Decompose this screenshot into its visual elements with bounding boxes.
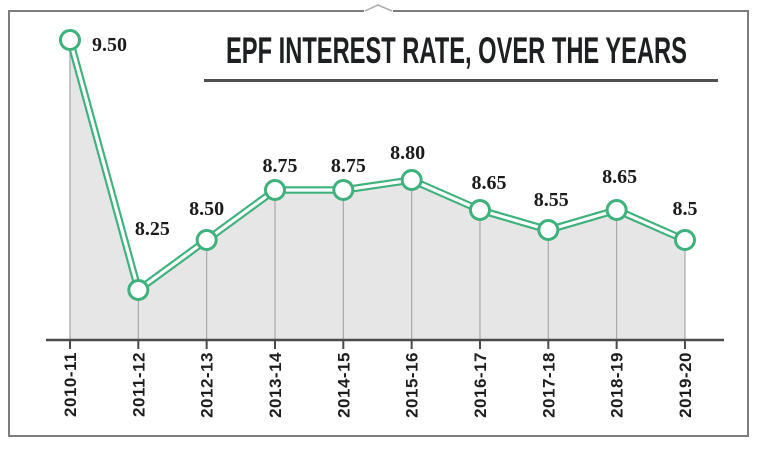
data-point-marker	[537, 219, 560, 241]
x-axis-label: 2014-15	[334, 352, 353, 418]
value-label: 8.5	[672, 198, 697, 220]
data-point-marker	[59, 29, 81, 51]
value-label: 8.25	[135, 218, 170, 240]
x-axis-label: 2016-17	[471, 352, 490, 418]
value-label: 8.55	[534, 189, 569, 211]
value-label: 8.65	[602, 166, 637, 188]
value-label: 8.80	[390, 142, 425, 164]
x-axis-label: 2018-19	[608, 352, 627, 418]
x-axis-label: 2012-13	[198, 352, 217, 418]
border-notch-caret	[364, 4, 393, 12]
border-notch	[364, 6, 393, 14]
data-point-marker	[605, 199, 628, 221]
x-axis-label: 2015-16	[403, 352, 422, 418]
x-axis-label: 2011-12	[129, 352, 148, 417]
line-series-core	[68, 38, 687, 292]
data-point-marker	[332, 179, 355, 201]
data-point-marker	[263, 179, 286, 201]
data-point-marker	[195, 229, 218, 251]
data-point-marker	[673, 229, 696, 251]
x-axis-label: 2010-11	[61, 352, 80, 417]
data-point-marker	[127, 279, 150, 301]
chart-title: EPF INTEREST RATE, OVER THE YEARS	[226, 30, 687, 71]
data-point-marker	[400, 169, 423, 191]
x-axis-label: 2017-18	[539, 352, 558, 418]
x-axis-label: 2013-14	[266, 352, 285, 418]
value-label: 9.50	[92, 34, 127, 56]
value-label: 8.65	[471, 172, 506, 194]
value-label: 8.75	[262, 155, 297, 177]
value-label: 8.50	[189, 198, 224, 220]
area-fill	[70, 40, 685, 340]
value-label: 8.75	[331, 155, 366, 177]
title-underline	[204, 79, 718, 82]
x-axis-label: 2019-20	[676, 352, 695, 418]
data-point-marker	[468, 199, 491, 221]
